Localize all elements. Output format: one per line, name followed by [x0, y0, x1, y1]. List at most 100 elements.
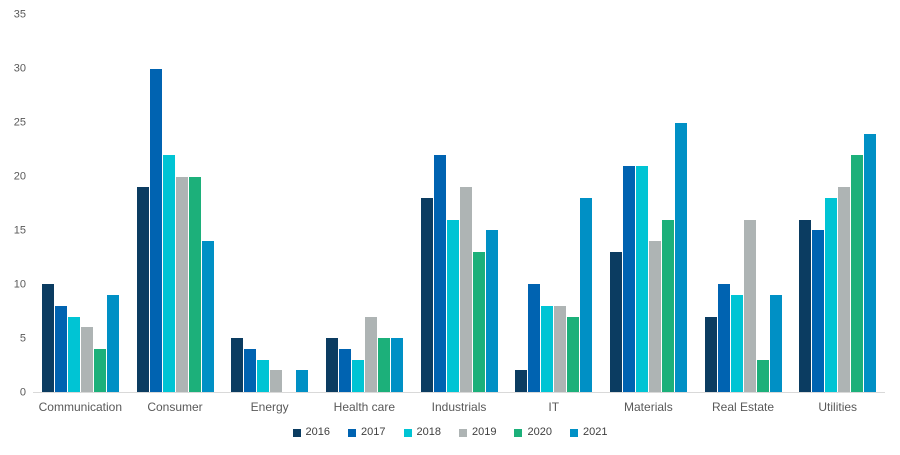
bar-2016	[704, 316, 717, 392]
legend-swatch-icon	[403, 428, 412, 437]
bar-2020	[851, 155, 864, 392]
bar-2021	[390, 338, 403, 392]
x-label: Utilities	[818, 400, 858, 414]
bar-2018	[730, 295, 743, 392]
bar-2018	[635, 165, 648, 392]
bar-2017	[528, 284, 541, 392]
bar-2017	[812, 230, 825, 392]
y-tick-label: 15	[13, 224, 26, 237]
bar-2018	[541, 305, 554, 392]
legend-item-2016: 2016	[292, 426, 331, 438]
legend-label: 2018	[416, 426, 441, 438]
bar-2019	[838, 187, 851, 392]
bar-2020	[377, 338, 390, 392]
bar-2019	[459, 187, 472, 392]
bar-group-utilities	[790, 15, 885, 392]
x-label: Industrials	[431, 400, 487, 414]
bar-2018	[825, 198, 838, 392]
bar-2018	[257, 359, 270, 392]
legend-label: 2019	[472, 426, 497, 438]
bar-group-materials	[601, 15, 696, 392]
legend-swatch-icon	[569, 428, 578, 437]
bar-group-consumer	[128, 15, 223, 392]
bar-2019	[175, 176, 188, 392]
bar-2020	[93, 348, 106, 392]
bar-2021	[201, 241, 214, 392]
x-label: IT	[548, 400, 560, 414]
legend-item-2017: 2017	[348, 426, 386, 438]
bar-2019	[648, 241, 661, 392]
bar-2017	[338, 348, 351, 392]
bar-2020	[472, 251, 485, 392]
bar-2020	[661, 219, 674, 392]
bar-2017	[244, 348, 257, 392]
bar-2021	[769, 295, 782, 392]
bar-2019	[80, 327, 93, 392]
legend-swatch-icon	[348, 428, 357, 437]
bar-2017	[622, 165, 635, 392]
bar-group-health-care	[317, 15, 412, 392]
legend-swatch-icon	[292, 428, 301, 437]
bar-2020	[188, 176, 201, 392]
bar-group-industrials	[412, 15, 507, 392]
bar-2016	[136, 187, 149, 392]
legend-item-2018: 2018	[403, 426, 441, 438]
bar-2021	[485, 230, 498, 392]
legend-swatch-icon	[459, 428, 467, 437]
plot-area	[33, 15, 885, 393]
y-tick-label: 30	[13, 62, 26, 75]
legend-item-2020: 2020	[514, 427, 552, 438]
legend-item-2021: 2021	[569, 426, 608, 438]
legend-label: 2016	[305, 426, 331, 438]
bar-2017	[54, 305, 67, 392]
x-label: Health care	[333, 400, 396, 414]
bar-2016	[41, 284, 54, 392]
bar-2016	[231, 338, 244, 392]
bar-2019	[554, 305, 567, 392]
x-label: Energy	[250, 400, 289, 414]
y-tick-label: 25	[13, 116, 26, 129]
bar-2016	[799, 219, 812, 392]
bar-2019	[743, 219, 756, 392]
bar-2021	[296, 370, 309, 392]
bar-2020	[567, 316, 580, 392]
x-label: Consumer	[147, 400, 203, 414]
x-axis-labels: Communication Consumer Energy Health care In…	[33, 400, 885, 414]
x-label: Materials	[624, 400, 673, 414]
bar-2017	[149, 68, 162, 392]
legend-item-2019: 2019	[459, 427, 496, 438]
y-tick-label: 10	[13, 278, 26, 291]
legend-label: 2017	[361, 426, 386, 438]
bar-group-energy	[222, 15, 317, 392]
y-tick-label: 35	[13, 8, 26, 21]
bar-2018	[446, 219, 459, 392]
bar-group-real-estate	[696, 15, 791, 392]
bar-2017	[717, 284, 730, 392]
bar-2018	[67, 316, 80, 392]
bar-2021	[580, 198, 593, 392]
x-label: Communication	[38, 400, 123, 414]
bar-group-communication	[33, 15, 128, 392]
bar-2019	[270, 370, 283, 392]
bar-2016	[325, 338, 338, 392]
x-label: Real Estate	[712, 400, 775, 414]
bar-2018	[351, 359, 364, 392]
bar-2019	[364, 316, 377, 392]
bar-group-it	[506, 15, 601, 392]
legend: 2016 2017 2018 2019 2020 2021	[0, 427, 900, 438]
bar-2021	[106, 295, 119, 392]
legend-swatch-icon	[514, 428, 523, 437]
y-tick-label: 5	[19, 332, 26, 345]
y-tick-label: 20	[13, 170, 26, 183]
bar-2021	[674, 122, 687, 392]
bar-2016	[515, 370, 528, 392]
bar-2020	[756, 359, 769, 392]
bar-2017	[433, 155, 446, 392]
bar-2016	[609, 251, 622, 392]
bar-2016	[420, 198, 433, 392]
bar-2018	[162, 155, 175, 392]
legend-label: 2021	[582, 426, 608, 438]
y-axis: 0 5 10 15 20 25 30 35	[0, 9, 26, 398]
bar-2021	[864, 133, 877, 392]
